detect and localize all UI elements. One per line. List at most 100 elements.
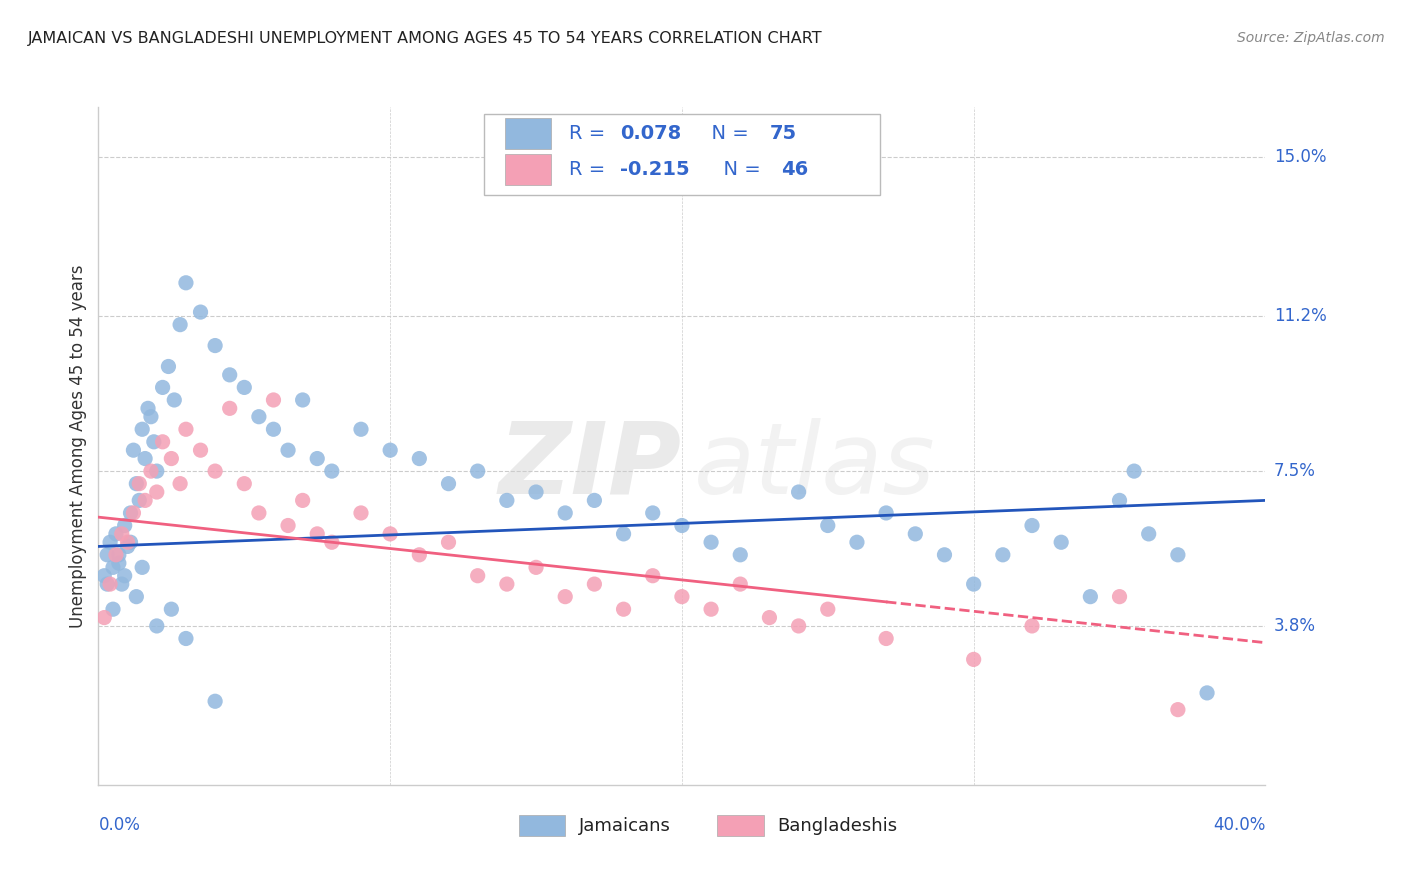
- Point: [583, 577, 606, 591]
- Point: [408, 548, 430, 562]
- Point: [524, 485, 547, 500]
- Point: [1021, 619, 1043, 633]
- Point: [612, 527, 634, 541]
- Point: [204, 338, 226, 352]
- Point: [262, 392, 284, 407]
- Point: [846, 535, 869, 549]
- Text: JAMAICAN VS BANGLADESHI UNEMPLOYMENT AMONG AGES 45 TO 54 YEARS CORRELATION CHART: JAMAICAN VS BANGLADESHI UNEMPLOYMENT AMO…: [28, 31, 823, 46]
- Point: [641, 506, 664, 520]
- Point: [730, 577, 752, 591]
- Point: [146, 464, 169, 478]
- Point: [817, 518, 839, 533]
- Point: [120, 535, 142, 549]
- Point: [817, 602, 839, 616]
- Point: [350, 506, 373, 520]
- Point: [554, 590, 576, 604]
- Point: [962, 577, 984, 591]
- Point: [380, 527, 402, 541]
- Point: [700, 602, 723, 616]
- Point: [247, 506, 270, 520]
- Point: [904, 527, 927, 541]
- Point: [554, 506, 576, 520]
- Point: [114, 568, 136, 582]
- Point: [104, 527, 127, 541]
- Text: atlas: atlas: [693, 417, 935, 515]
- Point: [307, 527, 329, 541]
- Text: 3.8%: 3.8%: [1274, 617, 1316, 635]
- FancyBboxPatch shape: [717, 815, 763, 836]
- Point: [787, 485, 810, 500]
- Point: [134, 493, 156, 508]
- Point: [758, 610, 780, 624]
- Point: [204, 464, 226, 478]
- Text: 0.078: 0.078: [620, 124, 682, 143]
- Text: 40.0%: 40.0%: [1213, 815, 1265, 833]
- Point: [152, 380, 174, 394]
- Point: [169, 318, 191, 332]
- Text: ZIP: ZIP: [499, 417, 682, 515]
- Point: [146, 619, 169, 633]
- Text: N =: N =: [711, 161, 768, 179]
- Point: [671, 590, 693, 604]
- Point: [169, 476, 191, 491]
- Point: [174, 422, 197, 436]
- Point: [991, 548, 1014, 562]
- Point: [204, 694, 226, 708]
- Point: [190, 443, 212, 458]
- Point: [134, 451, 156, 466]
- Point: [467, 568, 489, 582]
- Point: [1021, 518, 1043, 533]
- Point: [233, 380, 256, 394]
- FancyBboxPatch shape: [519, 815, 565, 836]
- Point: [96, 577, 118, 591]
- Point: [218, 401, 240, 416]
- Point: [128, 476, 150, 491]
- Point: [136, 401, 159, 416]
- Point: [174, 276, 197, 290]
- Point: [437, 476, 460, 491]
- Point: [612, 602, 634, 616]
- Point: [787, 619, 810, 633]
- Point: [1137, 527, 1160, 541]
- Point: [160, 451, 183, 466]
- Text: 0.0%: 0.0%: [98, 815, 141, 833]
- Point: [262, 422, 284, 436]
- Text: R =: R =: [568, 161, 612, 179]
- Point: [408, 451, 430, 466]
- Point: [111, 577, 134, 591]
- Point: [218, 368, 240, 382]
- Point: [583, 493, 606, 508]
- Point: [1050, 535, 1073, 549]
- Point: [122, 506, 145, 520]
- Point: [1167, 703, 1189, 717]
- Point: [108, 556, 131, 570]
- Text: -0.215: -0.215: [620, 161, 690, 179]
- Point: [350, 422, 373, 436]
- Point: [380, 443, 402, 458]
- Point: [142, 434, 165, 449]
- Point: [163, 392, 186, 407]
- Point: [111, 527, 134, 541]
- Point: [139, 464, 162, 478]
- FancyBboxPatch shape: [505, 154, 551, 186]
- Point: [157, 359, 180, 374]
- Point: [93, 610, 115, 624]
- Point: [98, 577, 121, 591]
- Point: [128, 493, 150, 508]
- Text: 75: 75: [769, 124, 797, 143]
- Point: [291, 493, 314, 508]
- Y-axis label: Unemployment Among Ages 45 to 54 years: Unemployment Among Ages 45 to 54 years: [69, 264, 87, 628]
- FancyBboxPatch shape: [484, 114, 880, 195]
- Text: Source: ZipAtlas.com: Source: ZipAtlas.com: [1237, 31, 1385, 45]
- Point: [524, 560, 547, 574]
- Point: [1167, 548, 1189, 562]
- Point: [190, 305, 212, 319]
- Point: [730, 548, 752, 562]
- Point: [700, 535, 723, 549]
- Point: [122, 443, 145, 458]
- Text: Bangladeshis: Bangladeshis: [778, 817, 897, 835]
- Point: [108, 548, 131, 562]
- Point: [101, 560, 124, 574]
- Point: [467, 464, 489, 478]
- Point: [321, 464, 343, 478]
